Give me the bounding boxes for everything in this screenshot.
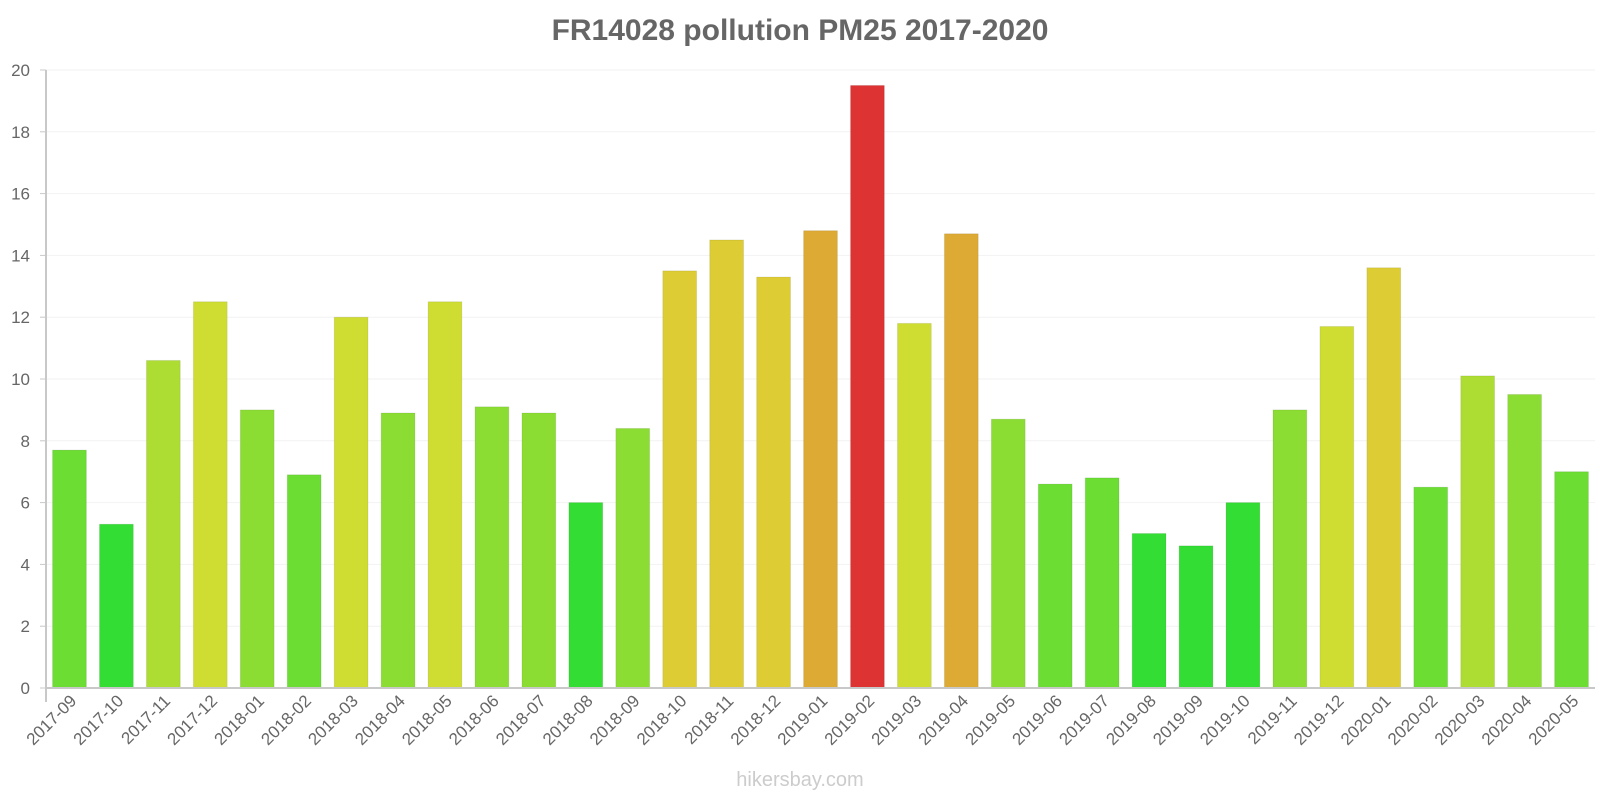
bar-2017-09[interactable] (52, 449, 87, 689)
bar-2019-01[interactable] (803, 230, 838, 689)
chart-title: FR14028 pollution PM25 2017-2020 (551, 14, 1049, 47)
bar-2019-06[interactable] (1037, 483, 1073, 689)
bar-2019-11[interactable] (1272, 409, 1308, 689)
bar-2019-02[interactable] (850, 84, 885, 689)
x-tick-label: 2018-02 (257, 691, 315, 749)
bar-2018-04[interactable] (380, 412, 416, 689)
bar-2017-12[interactable] (192, 301, 228, 689)
x-tick-label: 2019-01 (774, 691, 832, 749)
x-tick-label: 2018-12 (727, 691, 785, 749)
y-tick-label: 20 (11, 61, 30, 80)
watermark: hikersbay.com (736, 769, 864, 791)
bar-2017-10[interactable] (99, 523, 134, 689)
bar-2018-07[interactable] (521, 412, 557, 689)
bar-2019-09[interactable] (1178, 545, 1214, 689)
x-tick-label: 2018-01 (211, 691, 269, 749)
bar-2020-01[interactable] (1366, 267, 1402, 689)
x-tick-label: 2019-03 (868, 691, 926, 749)
x-tick-label: 2019-06 (1008, 691, 1066, 749)
bar-2019-10[interactable] (1225, 502, 1261, 689)
axes (45, 70, 1595, 702)
bar-2018-05[interactable] (427, 301, 463, 689)
y-tick-label: 8 (21, 432, 30, 451)
y-tick-label: 10 (11, 370, 30, 389)
bar-2020-04[interactable] (1507, 393, 1542, 689)
x-tick-label: 2017-11 (118, 691, 175, 748)
x-tick-label: 2018-03 (304, 691, 362, 749)
bar-2018-09[interactable] (615, 427, 651, 689)
x-tick-label: 2019-11 (1244, 691, 1301, 748)
bar-2018-03[interactable] (333, 316, 369, 689)
x-tick-label: 2019-10 (1196, 691, 1254, 749)
bars (52, 84, 1589, 689)
x-tick-label: 2019-09 (1149, 691, 1207, 749)
bar-2019-03[interactable] (896, 322, 932, 689)
x-tick-label: 2017-12 (164, 691, 222, 749)
x-tick-label: 2018-10 (633, 691, 691, 749)
x-tick-label: 2018-08 (539, 691, 597, 749)
x-tick-label: 2019-07 (1055, 691, 1113, 749)
bar-2018-08[interactable] (568, 502, 604, 689)
x-tick-label: 2020-05 (1525, 691, 1583, 749)
bar-2020-05[interactable] (1554, 471, 1589, 689)
bar-2018-10[interactable] (662, 270, 698, 689)
bar-2018-12[interactable] (756, 276, 791, 689)
bar-2017-11[interactable] (145, 359, 181, 689)
bar-2018-02[interactable] (286, 474, 322, 689)
x-tick-label: 2019-02 (821, 691, 879, 749)
x-tick-label: 2020-04 (1478, 691, 1536, 749)
y-tick-label: 16 (11, 185, 30, 204)
y-axis-ticks: 0 2 4 6 8 10 12 14 16 18 20 (11, 61, 46, 698)
x-axis-ticks: 2017-092017-102017-112017-122018-012018-… (23, 691, 1583, 749)
bar-2019-08[interactable] (1131, 533, 1167, 689)
x-tick-label: 2019-05 (962, 691, 1020, 749)
x-tick-label: 2017-09 (23, 691, 81, 749)
x-tick-label: 2018-11 (681, 691, 738, 748)
x-tick-label: 2018-07 (492, 691, 550, 749)
y-tick-label: 0 (21, 679, 30, 698)
y-tick-label: 12 (11, 308, 30, 327)
x-tick-label: 2020-02 (1384, 691, 1442, 749)
x-tick-label: 2020-01 (1337, 691, 1395, 749)
x-tick-label: 2018-06 (445, 691, 503, 749)
y-tick-label: 18 (11, 123, 30, 142)
x-tick-label: 2017-10 (70, 691, 128, 749)
bar-2019-05[interactable] (990, 418, 1026, 689)
bar-2020-03[interactable] (1460, 375, 1496, 689)
bar-2020-02[interactable] (1413, 486, 1449, 689)
bar-2018-06[interactable] (474, 406, 510, 689)
bar-2018-11[interactable] (709, 239, 745, 689)
y-tick-label: 14 (11, 246, 30, 265)
y-tick-label: 2 (21, 617, 30, 636)
bar-2019-04[interactable] (943, 233, 979, 689)
x-tick-label: 2019-08 (1102, 691, 1160, 749)
x-tick-label: 2019-12 (1290, 691, 1348, 749)
x-tick-label: 2019-04 (915, 691, 973, 749)
x-tick-label: 2020-03 (1431, 691, 1489, 749)
y-tick-label: 6 (21, 494, 30, 513)
x-tick-label: 2018-04 (351, 691, 409, 749)
bar-2019-07[interactable] (1084, 477, 1120, 689)
x-tick-label: 2018-09 (586, 691, 644, 749)
bar-2019-12[interactable] (1319, 325, 1355, 689)
x-tick-label: 2018-05 (398, 691, 456, 749)
y-tick-label: 4 (21, 555, 30, 574)
bar-2018-01[interactable] (239, 409, 275, 689)
